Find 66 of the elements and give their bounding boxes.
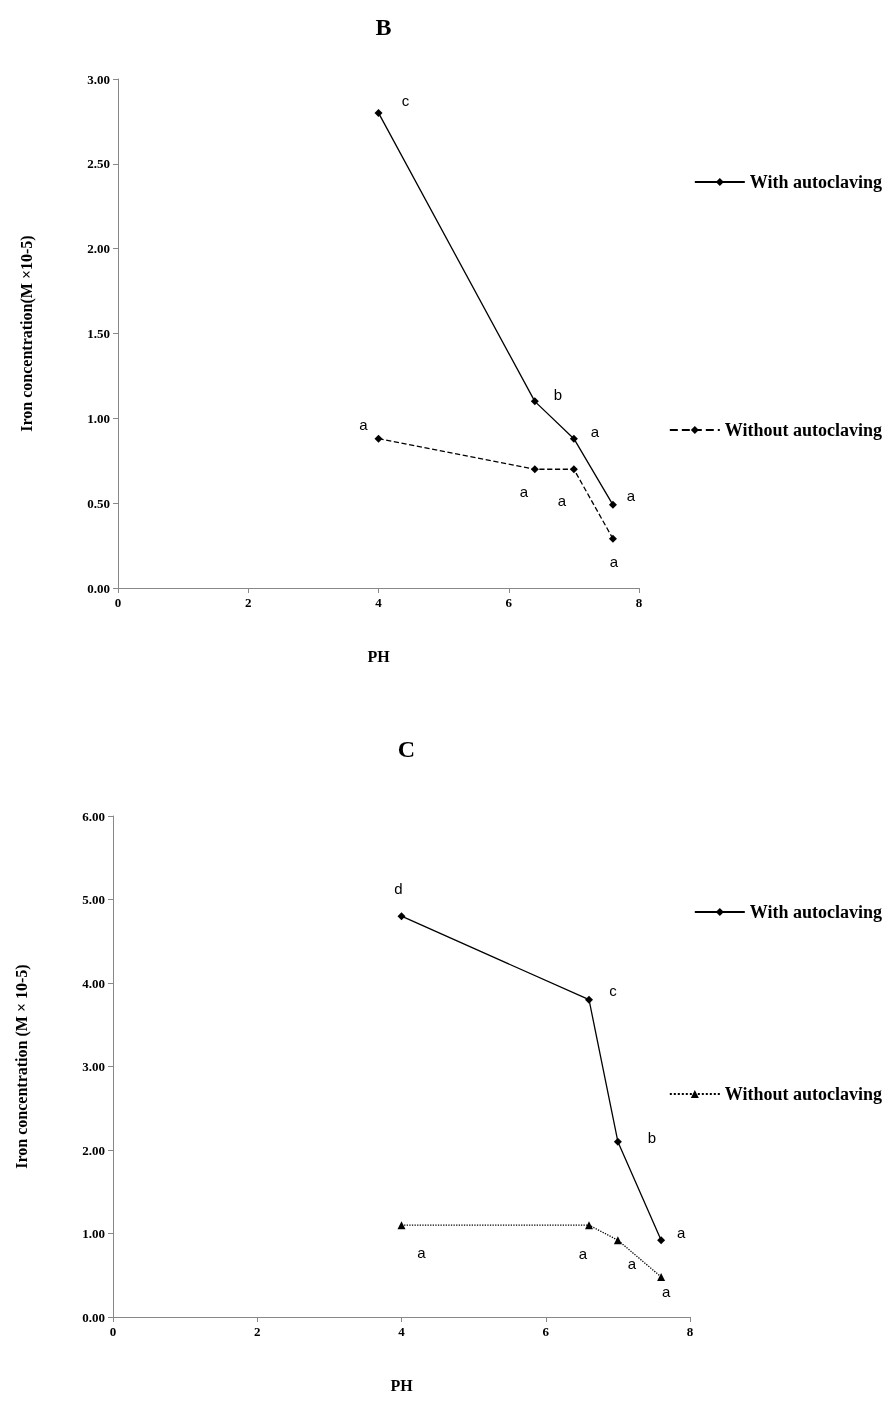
annotation: a xyxy=(519,482,529,500)
x-axis-title: PH xyxy=(367,647,391,665)
point xyxy=(608,534,617,543)
y-tick-label: 1.00 xyxy=(82,1226,105,1241)
annotation: c xyxy=(609,982,618,1000)
chart-title: C xyxy=(397,736,416,762)
y-tick-label: 0.00 xyxy=(82,1309,105,1325)
y-tick-label: 6.00 xyxy=(82,808,105,824)
point xyxy=(613,1137,622,1146)
x-tick-label: 4 xyxy=(375,595,383,610)
annotation: a xyxy=(557,491,567,509)
y-axis-title: Iron concentration (M × 10-5) xyxy=(12,964,31,1169)
legend-label: Without autoclaving xyxy=(724,1084,883,1104)
y-tick-label: 0.00 xyxy=(87,580,110,596)
y-tick-label: 2.00 xyxy=(82,1142,105,1158)
y-tick-label: 2.50 xyxy=(87,156,110,172)
point xyxy=(569,465,578,474)
y-tick-label: 4.00 xyxy=(82,975,105,991)
point xyxy=(608,500,617,509)
x-tick-label: 8 xyxy=(686,1324,694,1339)
annotation: a xyxy=(359,416,369,434)
x-tick-label: 6 xyxy=(505,595,513,610)
y-tick-label: 1.50 xyxy=(87,326,110,341)
point xyxy=(374,434,383,443)
annotation: c xyxy=(401,92,410,110)
point xyxy=(530,465,539,474)
legend-label: With autoclaving xyxy=(749,172,882,192)
point xyxy=(569,434,578,443)
point xyxy=(613,1236,622,1245)
point xyxy=(657,1236,666,1245)
y-tick-label: 5.00 xyxy=(82,892,105,907)
annotation: a xyxy=(609,553,619,571)
point xyxy=(397,1221,406,1230)
x-tick-label: 2 xyxy=(245,595,252,610)
annotation: a xyxy=(590,423,600,441)
point xyxy=(397,912,406,921)
legend-label: With autoclaving xyxy=(749,902,882,922)
annotation: a xyxy=(661,1283,671,1301)
y-tick-label: 0.50 xyxy=(87,495,110,511)
x-axis-title: PH xyxy=(390,1376,414,1394)
annotation: a xyxy=(578,1244,588,1262)
annotation: a xyxy=(676,1223,686,1241)
point xyxy=(530,397,539,406)
x-tick-label: 0 xyxy=(109,1324,117,1339)
annotation: a xyxy=(627,1254,637,1272)
y-tick-label: 3.00 xyxy=(82,1059,105,1074)
point xyxy=(374,108,383,117)
x-tick-label: 0 xyxy=(114,595,122,610)
x-tick-label: 4 xyxy=(398,1324,406,1339)
annotation: d xyxy=(394,879,403,897)
annotation: b xyxy=(647,1129,657,1147)
x-tick-label: 2 xyxy=(254,1324,261,1339)
y-tick-label: 2.00 xyxy=(87,241,110,257)
point xyxy=(657,1272,666,1281)
x-tick-label: 6 xyxy=(542,1324,550,1339)
annotation: a xyxy=(417,1243,427,1261)
chart-title: B xyxy=(375,14,392,40)
y-tick-label: 1.00 xyxy=(87,410,110,426)
y-tick-label: 3.00 xyxy=(87,71,110,87)
x-tick-label: 8 xyxy=(635,595,643,610)
point xyxy=(585,1221,594,1230)
legend-label: Without autoclaving xyxy=(724,420,883,440)
annotation: b xyxy=(553,385,562,403)
annotation: a xyxy=(626,487,636,505)
point xyxy=(585,995,594,1004)
y-axis-title: Iron concentration(M ×10-5) xyxy=(17,235,36,432)
